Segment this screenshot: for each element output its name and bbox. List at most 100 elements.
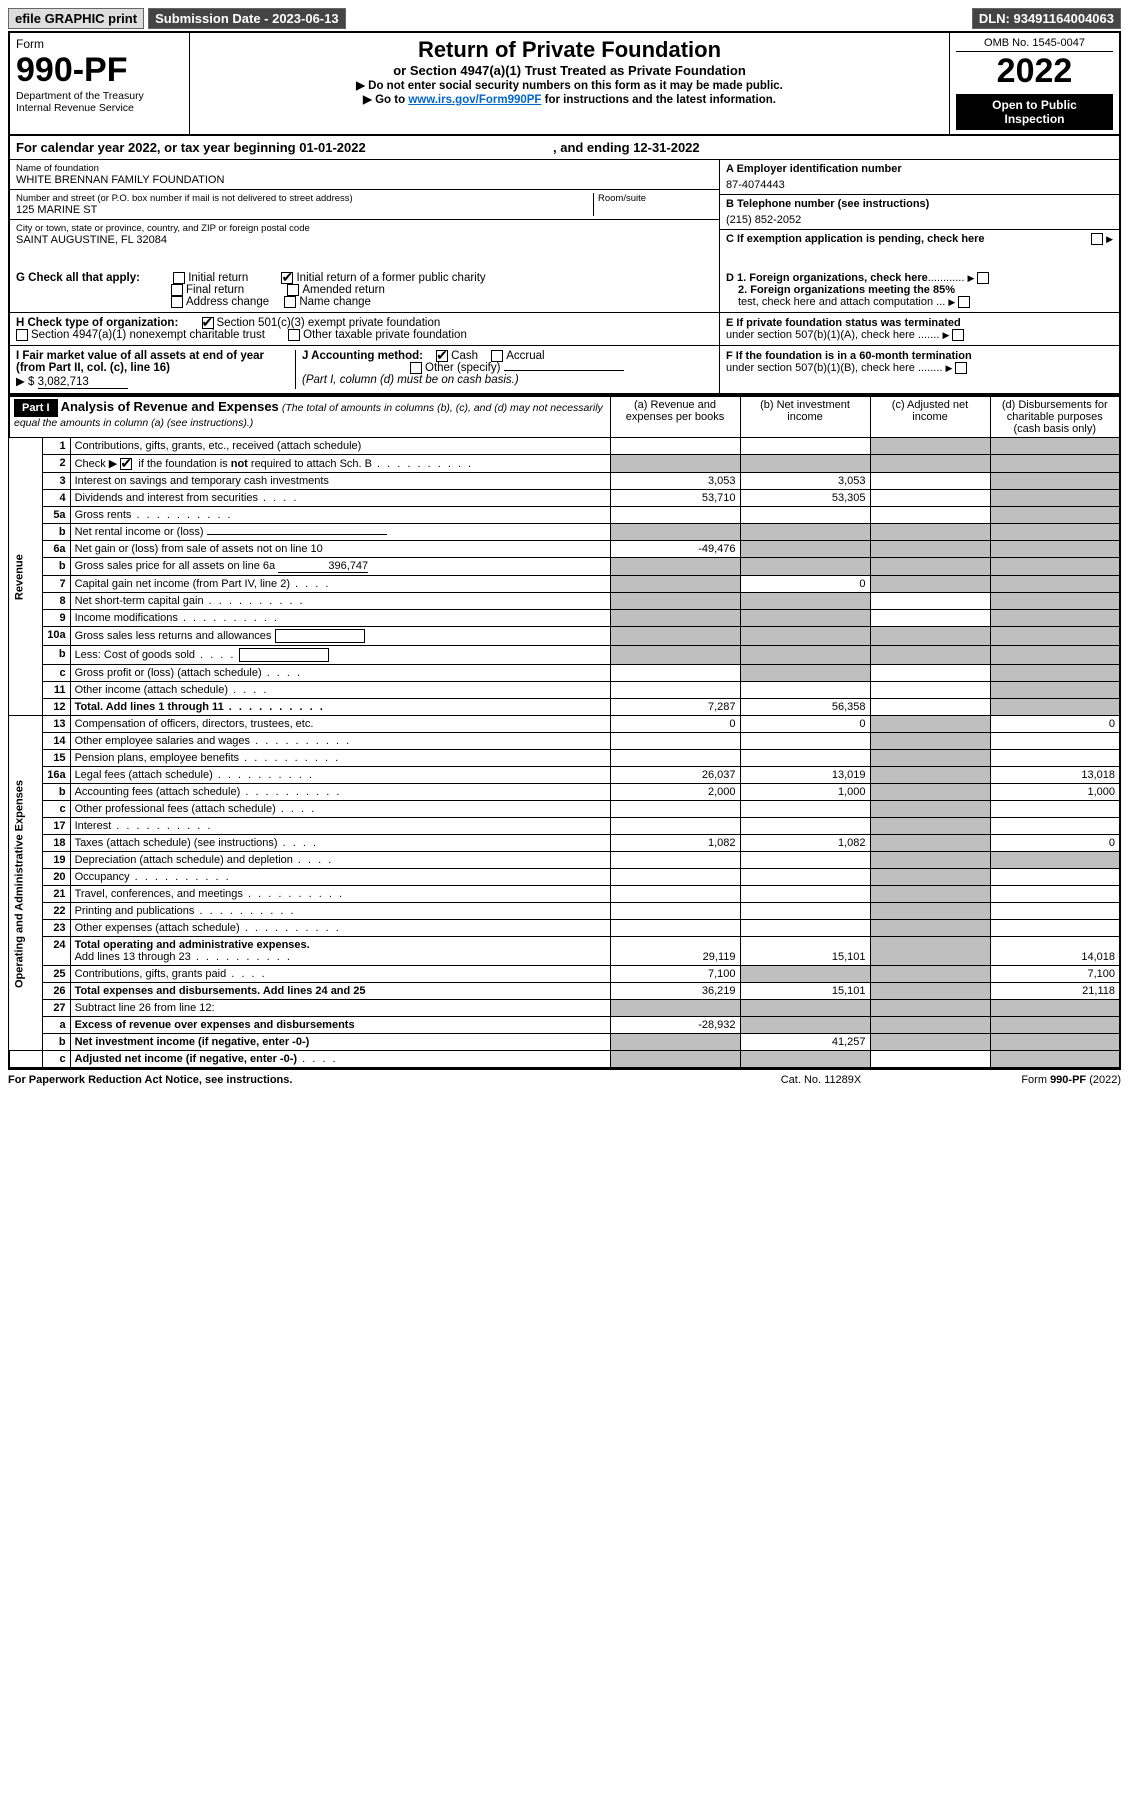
addr-label: Number and street (or P.O. box number if…: [16, 193, 593, 204]
j-accrual-cb[interactable]: [491, 350, 503, 362]
row-10b: Less: Cost of goods sold: [70, 646, 610, 665]
row-3: Interest on savings and temporary cash i…: [70, 473, 610, 490]
j-note: (Part I, column (d) must be on cash basi…: [302, 374, 519, 386]
row-12: Total. Add lines 1 through 11: [70, 699, 610, 716]
row-13: Compensation of officers, directors, tru…: [70, 716, 610, 733]
col-c-hdr: (c) Adjusted net income: [870, 396, 990, 438]
expenses-side-label: Operating and Administrative Expenses: [9, 716, 42, 1051]
footer-mid: Cat. No. 11289X: [721, 1074, 921, 1086]
g-former-cb[interactable]: [281, 272, 293, 284]
g-label: G Check all that apply:: [16, 272, 140, 284]
g-name-cb[interactable]: [284, 296, 296, 308]
city-state-zip: SAINT AUGUSTINE, FL 32084: [16, 234, 713, 246]
footer-left: For Paperwork Reduction Act Notice, see …: [8, 1074, 721, 1086]
page-footer: For Paperwork Reduction Act Notice, see …: [8, 1069, 1121, 1086]
c-label: C If exemption application is pending, c…: [726, 233, 985, 245]
g-amended-cb[interactable]: [287, 284, 299, 296]
f-label-b: under section 507(b)(1)(B), check here .…: [726, 362, 942, 374]
row-5a: Gross rents: [70, 507, 610, 524]
row-27: Subtract line 26 from line 12:: [70, 1000, 610, 1017]
city-label: City or town, state or province, country…: [16, 223, 713, 234]
e-cb[interactable]: [952, 329, 964, 341]
open-public-box: Open to PublicInspection: [956, 94, 1113, 130]
form-subtitle: or Section 4947(a)(1) Trust Treated as P…: [196, 63, 943, 78]
row-2: Check ▶ if the foundation is not require…: [70, 455, 610, 473]
form-word: Form: [16, 37, 183, 51]
dln-label: DLN: 93491164004063: [972, 8, 1121, 29]
row-10a: Gross sales less returns and allowances: [70, 627, 610, 646]
g-final-cb[interactable]: [171, 284, 183, 296]
form-number: 990-PF: [16, 51, 183, 90]
row-5b: Net rental income or (loss): [70, 524, 610, 541]
d2-label-b: test, check here and attach computation …: [738, 296, 945, 308]
row-22: Printing and publications: [70, 903, 610, 920]
c-arrow: [1106, 233, 1113, 245]
c-checkbox[interactable]: [1091, 233, 1103, 245]
street-address: 125 MARINE ST: [16, 204, 593, 216]
i-arrow: ▶ $: [16, 376, 34, 388]
row-18: Taxes (attach schedule) (see instruction…: [70, 835, 610, 852]
row-24: Total operating and administrative expen…: [70, 937, 610, 966]
row-16c: Other professional fees (attach schedule…: [70, 801, 610, 818]
calendar-year-row: For calendar year 2022, or tax year begi…: [8, 136, 1121, 160]
f-label-a: F If the foundation is in a 60-month ter…: [726, 350, 972, 362]
part1-badge: Part I: [14, 399, 58, 417]
g-address-cb[interactable]: [171, 296, 183, 308]
h-label: H Check type of organization:: [16, 317, 178, 329]
identification-block: Name of foundation WHITE BRENNAN FAMILY …: [8, 160, 1121, 268]
g-d-row: G Check all that apply: Initial return I…: [8, 268, 1121, 313]
row-23: Other expenses (attach schedule): [70, 920, 610, 937]
foundation-name: WHITE BRENNAN FAMILY FOUNDATION: [16, 174, 713, 186]
row-27c: Adjusted net income (if negative, enter …: [70, 1051, 610, 1069]
i-label: I Fair market value of all assets at end…: [16, 350, 264, 374]
row-19: Depreciation (attach schedule) and deple…: [70, 852, 610, 869]
row-25: Contributions, gifts, grants paid: [70, 966, 610, 983]
e-label-b: under section 507(b)(1)(A), check here .…: [726, 329, 939, 341]
row-15: Pension plans, employee benefits: [70, 750, 610, 767]
j-cash-cb[interactable]: [436, 350, 448, 362]
h-e-row: H Check type of organization: Section 50…: [8, 313, 1121, 346]
row-6b: Gross sales price for all assets on line…: [70, 558, 610, 576]
row-6a: Net gain or (loss) from sale of assets n…: [70, 541, 610, 558]
d2-cb[interactable]: [958, 296, 970, 308]
row-20: Occupancy: [70, 869, 610, 886]
name-label: Name of foundation: [16, 163, 713, 174]
g-initial-cb[interactable]: [173, 272, 185, 284]
h-4947-cb[interactable]: [16, 329, 28, 341]
j-other-cb[interactable]: [410, 362, 422, 374]
col-b-hdr: (b) Net investment income: [740, 396, 870, 438]
row-21: Travel, conferences, and meetings: [70, 886, 610, 903]
h-other-cb[interactable]: [288, 329, 300, 341]
d1-cb[interactable]: [977, 272, 989, 284]
ein-label: A Employer identification number: [726, 163, 1113, 175]
row-7: Capital gain net income (from Part IV, l…: [70, 576, 610, 593]
row-4: Dividends and interest from securities: [70, 490, 610, 507]
efile-btn[interactable]: efile GRAPHIC print: [8, 8, 144, 29]
form990pf-link[interactable]: www.irs.gov/Form990PF: [408, 94, 541, 106]
schb-cb[interactable]: [120, 458, 132, 470]
f-cb[interactable]: [955, 362, 967, 374]
i-value: 3,082,713: [38, 376, 128, 389]
d1-label: D 1. Foreign organizations, check here: [726, 272, 928, 284]
d2-label-a: 2. Foreign organizations meeting the 85%: [738, 284, 955, 296]
j-label: J Accounting method:: [302, 350, 423, 362]
col-a-hdr: (a) Revenue and expenses per books: [610, 396, 740, 438]
irs-label: Internal Revenue Service: [16, 102, 183, 114]
h-501c3-cb[interactable]: [202, 317, 214, 329]
part1-table: Part I Analysis of Revenue and Expenses …: [8, 395, 1121, 1069]
room-label: Room/suite: [598, 193, 713, 204]
row-26: Total expenses and disbursements. Add li…: [70, 983, 610, 1000]
row-17: Interest: [70, 818, 610, 835]
i-j-f-row: I Fair market value of all assets at end…: [8, 346, 1121, 395]
phone-label: B Telephone number (see instructions): [726, 198, 1113, 210]
form-title: Return of Private Foundation: [196, 37, 943, 63]
row-27a: Excess of revenue over expenses and disb…: [70, 1017, 610, 1034]
row-9: Income modifications: [70, 610, 610, 627]
note-2: ▶ Go to www.irs.gov/Form990PF for instru…: [196, 92, 943, 106]
tax-year: 2022: [956, 52, 1113, 91]
row-16b: Accounting fees (attach schedule): [70, 784, 610, 801]
submission-btn[interactable]: Submission Date - 2023-06-13: [148, 8, 346, 29]
dept-label: Department of the Treasury: [16, 90, 183, 102]
row-14: Other employee salaries and wages: [70, 733, 610, 750]
phone-value: (215) 852-2052: [726, 210, 1113, 226]
